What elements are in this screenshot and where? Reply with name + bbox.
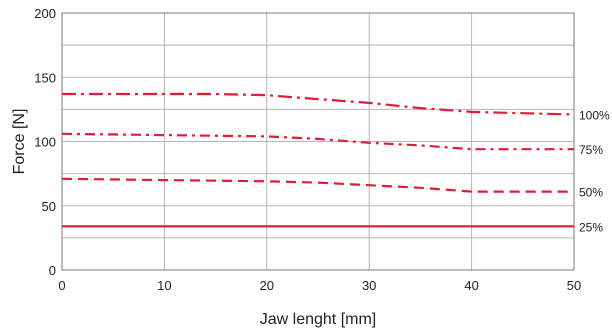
x-axis-label: Jaw lenght [mm] — [260, 311, 376, 328]
y-axis-label: Force [N] — [11, 109, 28, 175]
y-tick-label: 100 — [34, 135, 56, 150]
x-tick-label: 30 — [362, 278, 376, 293]
series-label-50pct: 50% — [579, 186, 603, 200]
series-line-75pct — [61, 132, 574, 151]
x-tick-label: 40 — [464, 278, 478, 293]
y-tick-label: 150 — [34, 70, 56, 85]
series-label-25pct: 25% — [579, 220, 603, 234]
x-axis-ticks: 0 10 20 30 40 50 — [58, 278, 581, 293]
y-tick-label: 0 — [49, 263, 56, 278]
x-tick-label: 10 — [157, 278, 171, 293]
x-tick-label: 20 — [260, 278, 274, 293]
x-tick-label: 50 — [567, 278, 581, 293]
series-line-50pct — [61, 177, 574, 193]
y-axis-ticks: 0 50 100 150 200 — [34, 6, 56, 278]
series-labels: 100% 75% 50% 25% — [579, 109, 610, 235]
series-line-100pct — [62, 92, 575, 116]
plot-frame — [61, 12, 575, 271]
y-tick-label: 50 — [42, 199, 56, 214]
series-label-100pct: 100% — [579, 109, 610, 123]
series-label-75pct: 75% — [579, 143, 603, 157]
x-tick-label: 0 — [58, 278, 65, 293]
series-lines — [61, 92, 575, 228]
y-tick-label: 200 — [34, 6, 56, 21]
grid — [62, 13, 574, 270]
